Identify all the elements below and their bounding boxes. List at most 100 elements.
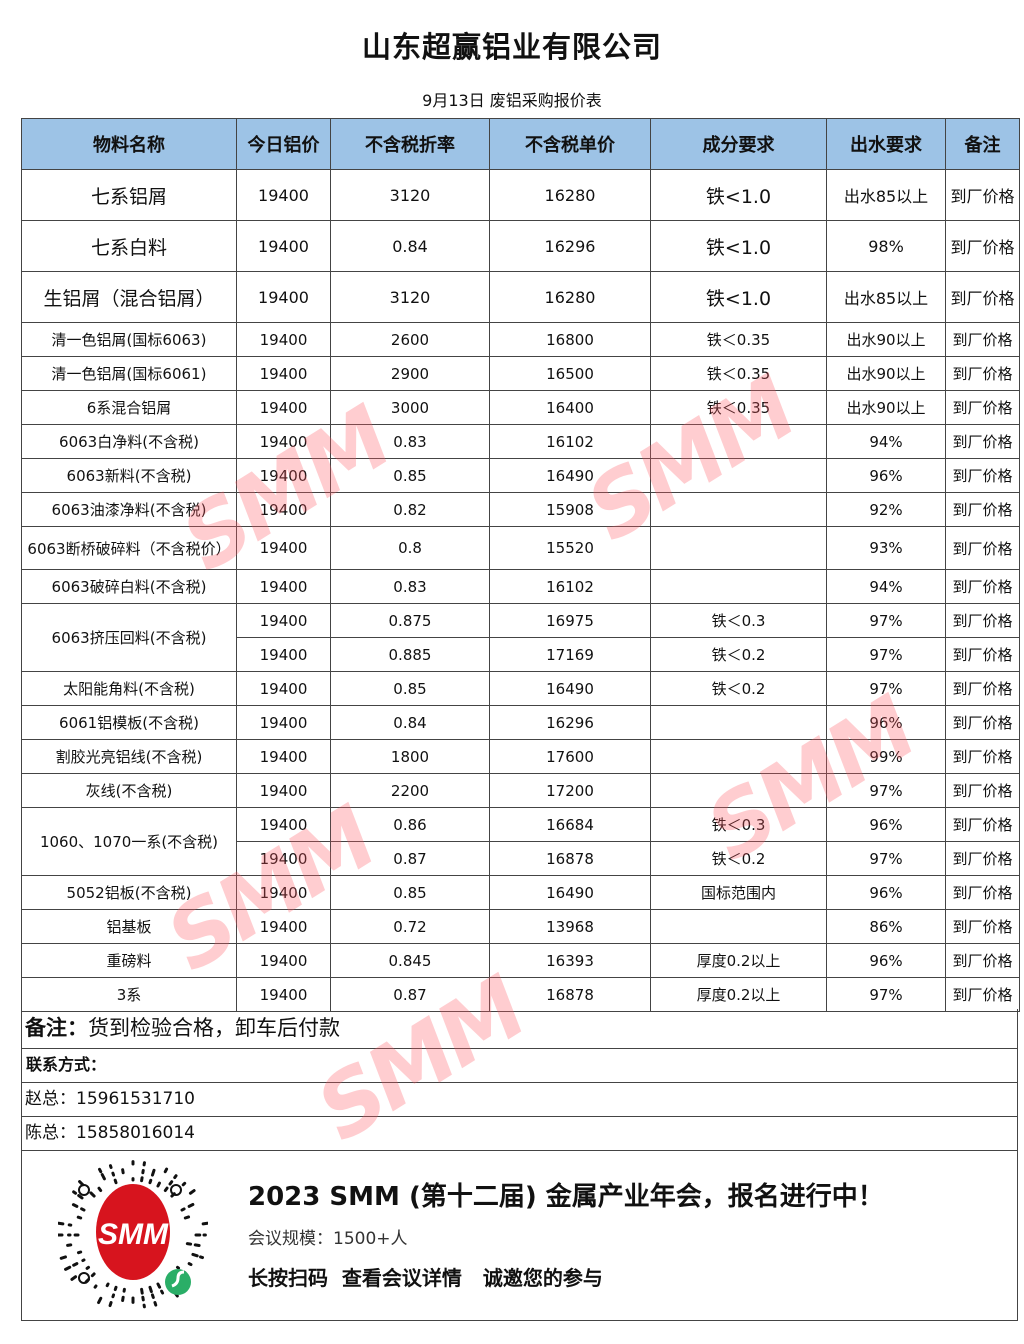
table-row: 6063新料(不含税) 19400 0.85 16490 96% 到厂价格: [22, 459, 1020, 493]
material-name-cell: 重磅料: [22, 944, 237, 978]
material-name-cell: 3系: [22, 978, 237, 1012]
rate-cell: 0.83: [331, 425, 490, 459]
contact-label: 联系方式：: [21, 1048, 1018, 1083]
yield-cell: 94%: [827, 570, 946, 604]
rate-cell: 2600: [331, 323, 490, 357]
unit-cell: 16400: [490, 391, 651, 425]
rate-cell: 0.845: [331, 944, 490, 978]
unit-cell: 16500: [490, 357, 651, 391]
contact-zhao: 赵总：15961531710: [21, 1082, 1018, 1117]
price-cell: 19400: [237, 910, 331, 944]
rate-cell: 0.87: [331, 978, 490, 1012]
unit-cell: 15908: [490, 493, 651, 527]
yield-cell: 出水85以上: [827, 170, 946, 221]
note-cell: 到厂价格: [946, 459, 1020, 493]
yield-cell: 97%: [827, 842, 946, 876]
material-name-cell: 清一色铝屑(国标6061): [22, 357, 237, 391]
rate-cell: 0.875: [331, 604, 490, 638]
yield-cell: 99%: [827, 740, 946, 774]
qr-code-icon[interactable]: SMM: [58, 1160, 208, 1310]
material-name-cell: 6063白净料(不含税): [22, 425, 237, 459]
header-price: 今日铝价: [237, 119, 331, 170]
composition-cell: 铁＜0.3: [651, 604, 827, 638]
note-cell: 到厂价格: [946, 876, 1020, 910]
unit-cell: 16490: [490, 459, 651, 493]
price-cell: 19400: [237, 323, 331, 357]
yield-cell: 94%: [827, 425, 946, 459]
material-name-cell: 6063断桥破碎料（不含税价）: [22, 527, 237, 570]
rate-cell: 2900: [331, 357, 490, 391]
rate-cell: 0.85: [331, 876, 490, 910]
material-name-cell: 七系白料: [22, 221, 237, 272]
price-cell: 19400: [237, 459, 331, 493]
table-row: 铝基板 19400 0.72 13968 86% 到厂价格: [22, 910, 1020, 944]
price-cell: 19400: [237, 570, 331, 604]
table-row: 6063断桥破碎料（不含税价） 19400 0.8 15520 93% 到厂价格: [22, 527, 1020, 570]
header-note: 备注: [946, 119, 1020, 170]
smm-logo-text: SMM: [98, 1218, 169, 1251]
rate-cell: 2200: [331, 774, 490, 808]
composition-cell: 铁<1.0: [651, 272, 827, 323]
composition-cell: [651, 425, 827, 459]
yield-cell: 97%: [827, 978, 946, 1012]
yield-cell: 97%: [827, 774, 946, 808]
material-name-cell: 1060、1070一系(不含税): [22, 808, 237, 876]
price-cell: 19400: [237, 357, 331, 391]
price-cell: 19400: [237, 272, 331, 323]
note-cell: 到厂价格: [946, 910, 1020, 944]
remark-row: 备注：货到检验合格，卸车后付款: [21, 1009, 1018, 1049]
material-name-cell: 6系混合铝屑: [22, 391, 237, 425]
composition-cell: 铁＜0.35: [651, 357, 827, 391]
price-cell: 19400: [237, 493, 331, 527]
note-cell: 到厂价格: [946, 604, 1020, 638]
note-cell: 到厂价格: [946, 570, 1020, 604]
unit-cell: 16393: [490, 944, 651, 978]
material-name-cell: 6063破碎白料(不含税): [22, 570, 237, 604]
note-cell: 到厂价格: [946, 221, 1020, 272]
rate-cell: 3120: [331, 272, 490, 323]
header-unit: 不含税单价: [490, 119, 651, 170]
yield-cell: 96%: [827, 876, 946, 910]
composition-cell: 铁＜0.3: [651, 808, 827, 842]
rate-cell: 0.82: [331, 493, 490, 527]
yield-cell: 97%: [827, 604, 946, 638]
conference-ad[interactable]: SMM 2023 SMM (第十二届) 金属产业年会，报名进行中！ 会议规模：1…: [21, 1150, 1018, 1321]
unit-cell: 17169: [490, 638, 651, 672]
note-cell: 到厂价格: [946, 357, 1020, 391]
rate-cell: 0.84: [331, 221, 490, 272]
table-row: 1060、1070一系(不含税) 19400 0.86 16684 铁＜0.3 96% 到厂…: [22, 808, 1020, 842]
table-header: 物料名称 今日铝价 不含税折率 不含税单价 成分要求 出水要求 备注: [22, 119, 1020, 170]
rate-cell: 0.86: [331, 808, 490, 842]
unit-cell: 16800: [490, 323, 651, 357]
yield-cell: 98%: [827, 221, 946, 272]
table-row: 重磅料 19400 0.845 16393 厚度0.2以上 96% 到厂价格: [22, 944, 1020, 978]
unit-cell: 16878: [490, 978, 651, 1012]
table-row: 灰线(不含税) 19400 2200 17200 97% 到厂价格: [22, 774, 1020, 808]
header-yield: 出水要求: [827, 119, 946, 170]
unit-cell: 17200: [490, 774, 651, 808]
yield-cell: 96%: [827, 944, 946, 978]
header-rate: 不含税折率: [331, 119, 490, 170]
note-cell: 到厂价格: [946, 272, 1020, 323]
page-subtitle: 9月13日 废铝采购报价表: [0, 87, 1024, 111]
note-cell: 到厂价格: [946, 978, 1020, 1012]
price-cell: 19400: [237, 604, 331, 638]
note-cell: 到厂价格: [946, 672, 1020, 706]
table-row: 生铝屑（混合铝屑） 19400 3120 16280 铁<1.0 出水85以上 到厂价格: [22, 272, 1020, 323]
unit-cell: 16975: [490, 604, 651, 638]
composition-cell: [651, 774, 827, 808]
composition-cell: 铁＜0.2: [651, 672, 827, 706]
rate-cell: 0.8: [331, 527, 490, 570]
table-row: 6063油漆净料(不含税) 19400 0.82 15908 92% 到厂价格: [22, 493, 1020, 527]
yield-cell: 出水90以上: [827, 391, 946, 425]
unit-cell: 16280: [490, 170, 651, 221]
material-name-cell: 灰线(不含税): [22, 774, 237, 808]
price-cell: 19400: [237, 944, 331, 978]
price-cell: 19400: [237, 774, 331, 808]
material-name-cell: 生铝屑（混合铝屑）: [22, 272, 237, 323]
material-name-cell: 5052铝板(不含税): [22, 876, 237, 910]
unit-cell: 16490: [490, 876, 651, 910]
composition-cell: 铁＜0.2: [651, 842, 827, 876]
table-row: 6063白净料(不含税) 19400 0.83 16102 94% 到厂价格: [22, 425, 1020, 459]
note-cell: 到厂价格: [946, 740, 1020, 774]
